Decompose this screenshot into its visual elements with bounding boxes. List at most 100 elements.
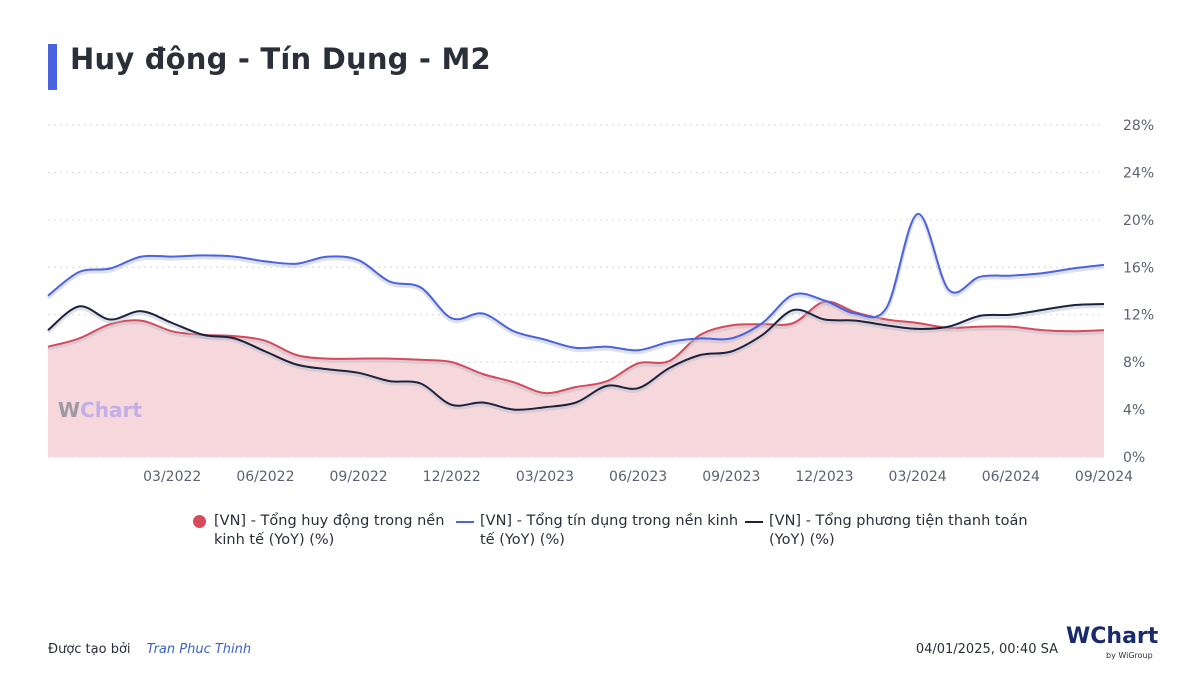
series-deposits-point bbox=[977, 324, 982, 329]
series-credit-point bbox=[1070, 266, 1075, 271]
series-deposits-point bbox=[636, 361, 641, 366]
legend-item-deposits[interactable]: [VN] - Tổng huy động trong nền kinh tế (Y… bbox=[193, 512, 455, 550]
series-m2-point bbox=[263, 349, 268, 354]
series-credit-point bbox=[853, 311, 858, 316]
series-deposits-point bbox=[542, 391, 547, 396]
series-m2-point bbox=[108, 317, 113, 322]
series-deposits-line bbox=[47, 300, 1105, 395]
series-m2-point bbox=[418, 381, 423, 386]
series-deposits-point bbox=[729, 323, 734, 328]
series-m2-point bbox=[1039, 308, 1044, 313]
series-credit-point bbox=[263, 259, 268, 264]
legend-label-deposits: [VN] - Tổng huy động trong nền kinh tế (Y… bbox=[214, 513, 445, 548]
watermark-w: W bbox=[58, 398, 81, 422]
series-credit-point bbox=[387, 279, 392, 284]
footer-credit: Được tạo bởi Tran Phuc Thinh bbox=[48, 642, 251, 657]
series-credit-point bbox=[667, 340, 672, 345]
x-tick-label: 09/2023 bbox=[702, 469, 760, 485]
series-m2-point bbox=[853, 318, 858, 323]
y-tick-label: 20% bbox=[1123, 213, 1154, 229]
series-credit-point bbox=[574, 345, 579, 350]
series-deposits-point bbox=[480, 372, 485, 377]
x-tick-label: 06/2023 bbox=[609, 469, 667, 485]
series-credit-point bbox=[1039, 271, 1044, 276]
series-credit-point bbox=[139, 254, 144, 259]
series-deposits-point bbox=[387, 356, 392, 361]
legend-label-credit: [VN] - Tổng tín dụng trong nền kinh tế (Y… bbox=[480, 513, 739, 548]
series-m2-point bbox=[915, 326, 920, 331]
series-deposits-point bbox=[46, 344, 51, 349]
x-tick-label: 12/2022 bbox=[423, 469, 481, 485]
series-credit-point bbox=[46, 293, 51, 298]
series-m2-point bbox=[542, 405, 547, 410]
series-credit-point bbox=[294, 261, 299, 266]
series-deposits-point bbox=[511, 380, 516, 385]
series-m2-point bbox=[1070, 303, 1075, 308]
series-m2-point bbox=[1008, 312, 1013, 317]
y-tick-label: 12% bbox=[1123, 308, 1154, 324]
series-m2-point bbox=[356, 370, 361, 375]
legend-label-m2: [VN] - Tổng phương tiện thanh toán (YoY) … bbox=[769, 513, 1028, 548]
x-tick-label: 06/2022 bbox=[236, 469, 294, 485]
series-m2-point bbox=[170, 321, 175, 326]
series-credit-point bbox=[1102, 262, 1107, 267]
x-tick-label: 03/2023 bbox=[516, 469, 574, 485]
series-deposits-point bbox=[1102, 328, 1107, 333]
created-by-label: Được tạo bởi bbox=[48, 642, 131, 657]
series-deposits-point bbox=[170, 329, 175, 334]
series-m2-point bbox=[946, 324, 951, 329]
y-tick-label: 8% bbox=[1123, 355, 1145, 371]
series-credit-point bbox=[946, 287, 951, 292]
y-tick-label: 0% bbox=[1123, 450, 1145, 466]
series-credit-point bbox=[108, 266, 113, 271]
y-tick-label: 4% bbox=[1123, 403, 1145, 419]
series-deposits-point bbox=[884, 317, 889, 322]
wichart-logo[interactable]: WChart by WiGroup bbox=[1066, 624, 1158, 660]
legend-marker-deposits bbox=[193, 515, 206, 528]
series-credit-line bbox=[47, 212, 1105, 352]
x-tick-label: 12/2023 bbox=[795, 469, 853, 485]
series-credit-point bbox=[480, 311, 485, 316]
series-credit-point bbox=[791, 292, 796, 297]
y-tick-label: 28% bbox=[1123, 118, 1154, 134]
series-credit-point bbox=[760, 321, 765, 326]
legend-item-m2[interactable]: [VN] - Tổng phương tiện thanh toán (YoY) … bbox=[745, 512, 1035, 550]
series-deposits-point bbox=[605, 379, 610, 384]
series-m2-point bbox=[698, 353, 703, 358]
series-credit-point bbox=[605, 344, 610, 349]
x-tick-label: 09/2022 bbox=[330, 469, 388, 485]
series-m2-point bbox=[325, 367, 330, 372]
series-m2-point bbox=[791, 308, 796, 313]
series-m2-point bbox=[605, 383, 610, 388]
series-credit-point bbox=[1008, 273, 1013, 278]
series-deposits-point bbox=[667, 359, 672, 364]
series-m2-point bbox=[1102, 302, 1107, 307]
series-credit-point bbox=[201, 253, 206, 258]
series-credit-point bbox=[418, 285, 423, 290]
series-deposits-point bbox=[294, 353, 299, 358]
legend-item-credit[interactable]: [VN] - Tổng tín dụng trong nền kinh tế (Y… bbox=[456, 512, 746, 550]
series-credit-point bbox=[884, 305, 889, 310]
series-m2-point bbox=[449, 402, 454, 407]
series-m2-point bbox=[232, 336, 237, 341]
y-tick-label: 16% bbox=[1123, 260, 1154, 276]
series-credit-point bbox=[356, 258, 361, 263]
legend-marker-credit bbox=[456, 521, 474, 523]
series-credit-point bbox=[232, 254, 237, 259]
series-deposits-point bbox=[356, 356, 361, 361]
y-tick-label: 24% bbox=[1123, 165, 1154, 181]
series-deposits-point bbox=[1008, 324, 1013, 329]
series-m2-point bbox=[46, 328, 51, 333]
series-credit-point bbox=[729, 336, 734, 341]
series-m2-point bbox=[511, 407, 516, 412]
author-link[interactable]: Tran Phuc Thinh bbox=[146, 642, 252, 657]
series-credit-point bbox=[977, 274, 982, 279]
series-credit-point bbox=[511, 329, 516, 334]
series-m2-point bbox=[387, 379, 392, 384]
series-m2-line bbox=[47, 303, 1105, 411]
series-m2-point bbox=[574, 400, 579, 405]
series-deposits-point bbox=[418, 357, 423, 362]
series-deposits-point bbox=[574, 385, 579, 390]
series-credit-point bbox=[77, 270, 82, 275]
